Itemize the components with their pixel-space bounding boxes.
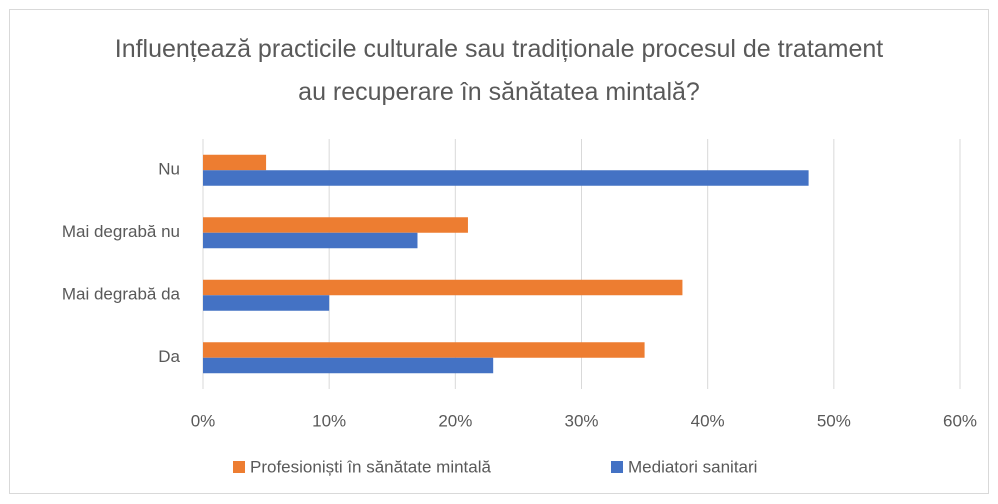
bar xyxy=(203,357,494,374)
x-tick-label: 20% xyxy=(438,411,472,430)
y-tick-label: Mai degrabă nu xyxy=(62,222,180,241)
y-tick-label: Mai degrabă da xyxy=(62,285,181,304)
legend-swatch xyxy=(611,461,623,473)
x-tick-label: 60% xyxy=(943,411,977,430)
x-tick-label: 0% xyxy=(191,411,216,430)
bar xyxy=(203,217,468,233)
bar xyxy=(203,295,330,311)
x-tick-label: 40% xyxy=(691,411,725,430)
legend-label: Profesioniști în sănătate mintală xyxy=(250,457,492,476)
chart-title: Influențează practicile culturale sau tr… xyxy=(114,35,884,106)
chart-border xyxy=(9,9,989,494)
y-tick-label: Nu xyxy=(158,160,180,179)
bar xyxy=(203,154,267,171)
x-tick-label: 30% xyxy=(564,411,598,430)
bar xyxy=(203,279,683,296)
x-tick-label: 10% xyxy=(312,411,346,430)
bar xyxy=(203,232,418,249)
bar xyxy=(203,342,645,358)
y-tick-label: Da xyxy=(158,347,180,366)
legend-label: Mediatori sanitari xyxy=(628,457,757,476)
legend-swatch xyxy=(233,461,245,473)
bar xyxy=(203,170,809,186)
x-tick-label: 50% xyxy=(817,411,851,430)
